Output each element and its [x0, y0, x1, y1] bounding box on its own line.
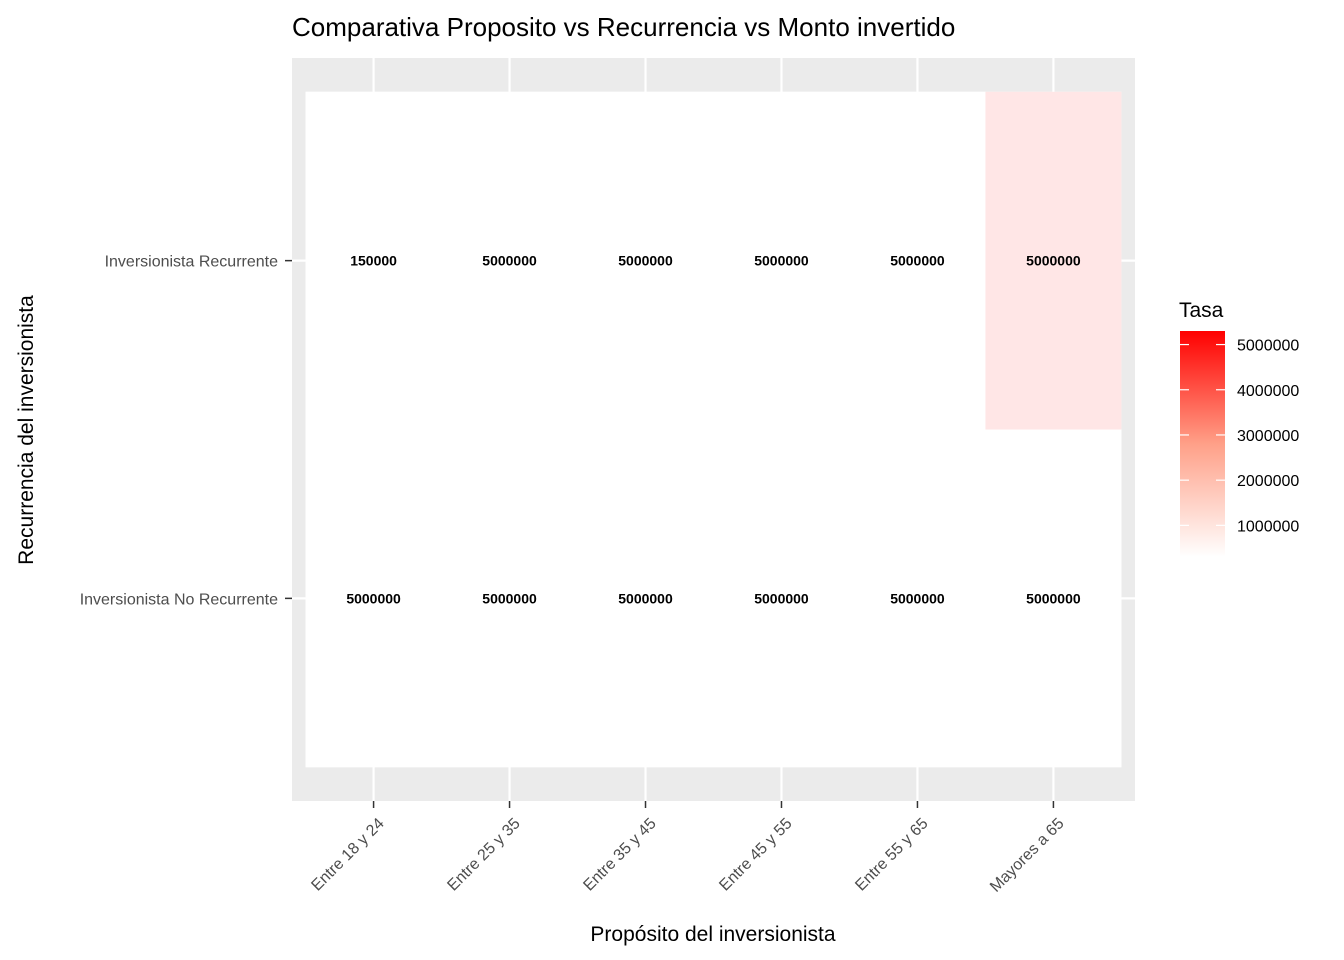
heatmap-tile: [577, 429, 714, 768]
cell-label: 5000000: [1026, 590, 1081, 606]
legend-colorbar: [1180, 331, 1225, 557]
heatmap-tile: [441, 429, 578, 768]
cell-label: 5000000: [618, 590, 673, 606]
legend-tick-label: 5000000: [1237, 338, 1299, 355]
legend-tick-label: 2000000: [1237, 473, 1299, 490]
heatmap-tile: [849, 429, 986, 768]
legend-title: Tasa: [1179, 299, 1224, 322]
x-axis-title: Propósito del inversionista: [590, 923, 835, 946]
x-tick-label: Mayores a 65: [987, 815, 1068, 896]
cell-label: 5000000: [754, 253, 809, 269]
y-axis: Inversionista No Recurrente Inversionista…: [80, 254, 292, 608]
legend: Tasa 5000000 4000000 3000000 2000000 1000000: [1179, 299, 1299, 557]
y-tick-label: Inversionista No Recurrente: [80, 591, 278, 608]
x-axis: Entre 18 y 24 Entre 25 y 35 Entre 35 y 45 E…: [308, 801, 1068, 896]
cell-label: 5000000: [482, 590, 537, 606]
cell-label: 5000000: [482, 253, 537, 269]
cell-label: 5000000: [618, 253, 673, 269]
x-tick-label: Entre 35 y 45: [580, 815, 659, 894]
cell-label: 5000000: [754, 590, 809, 606]
heatmap-tile: [305, 91, 442, 430]
x-tick-label: Entre 25 y 35: [444, 815, 523, 894]
y-axis-title: Recurrencia del inversionista: [15, 295, 38, 565]
heatmap-tile: [713, 429, 850, 768]
heatmap-tiles: [305, 91, 1122, 768]
legend-ticks: 5000000 4000000 3000000 2000000 1000000: [1180, 338, 1299, 535]
legend-tick-label: 3000000: [1237, 428, 1299, 445]
cell-label: 5000000: [890, 590, 945, 606]
y-tick-label: Inversionista Recurrente: [105, 254, 279, 271]
legend-tick-label: 4000000: [1237, 383, 1299, 400]
legend-tick-label: 1000000: [1237, 518, 1299, 535]
heatmap-tile: [985, 429, 1122, 768]
cell-label: 5000000: [890, 253, 945, 269]
cell-label: 5000000: [1026, 253, 1081, 269]
heatmap-tile: [985, 91, 1122, 430]
heatmap-tile: [441, 91, 578, 430]
x-tick-label: Entre 55 y 65: [852, 815, 931, 894]
cell-label: 5000000: [346, 590, 401, 606]
heatmap-tile: [849, 91, 986, 430]
cell-label: 150000: [350, 253, 397, 269]
cell-labels: 5000000 5000000 5000000 5000000 5000000 50000…: [346, 253, 1081, 607]
x-tick-label: Entre 18 y 24: [308, 815, 387, 894]
heatmap-tile: [305, 429, 442, 768]
heatmap-tile: [577, 91, 714, 430]
x-tick-label: Entre 45 y 55: [716, 815, 795, 894]
heatmap-tile: [713, 91, 850, 430]
chart-title: Comparativa Proposito vs Recurrencia vs …: [292, 12, 955, 42]
